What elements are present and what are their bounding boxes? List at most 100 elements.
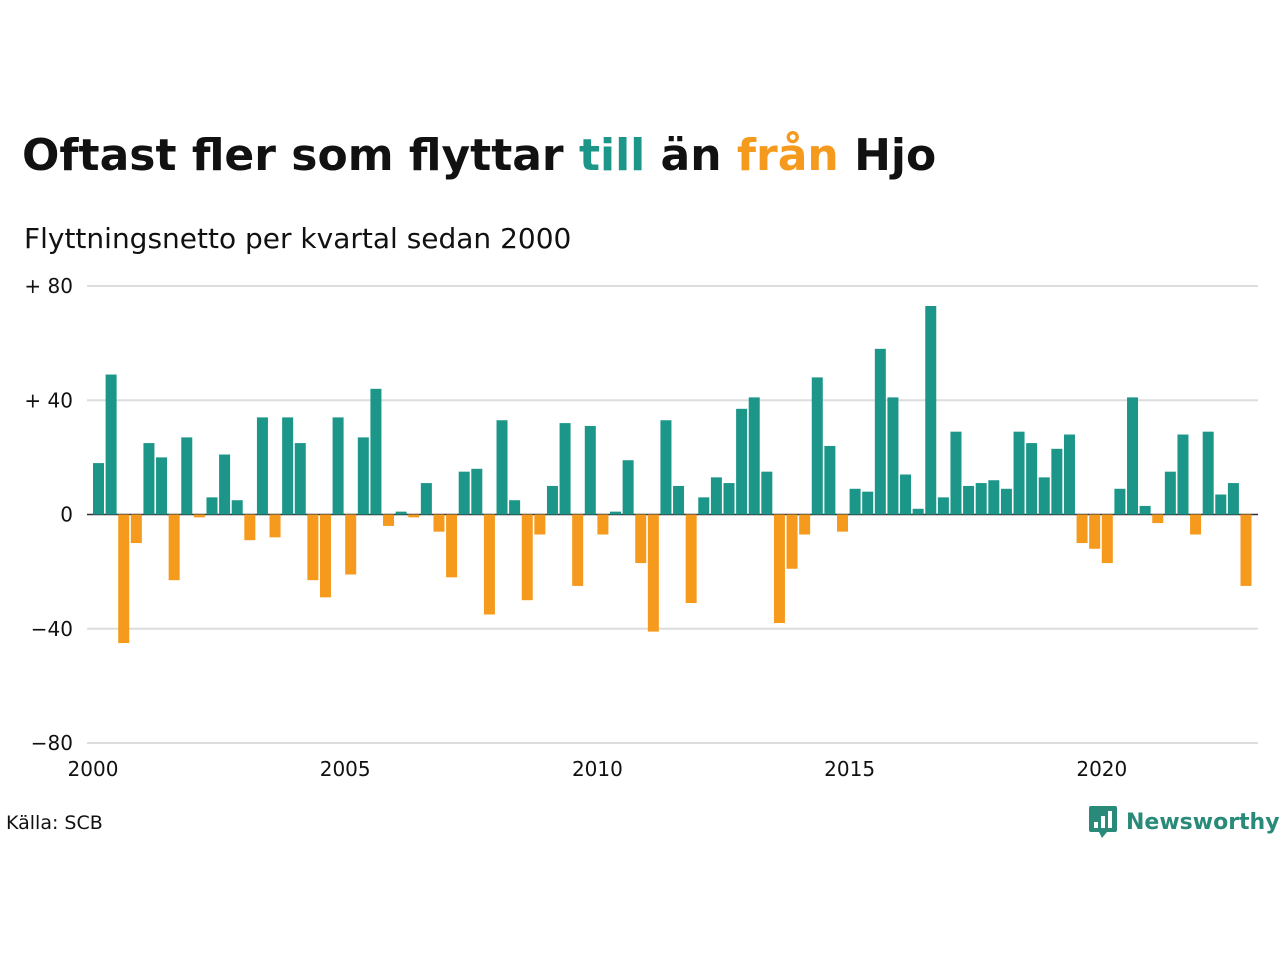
bar xyxy=(105,374,117,515)
bar xyxy=(874,348,886,515)
bar xyxy=(635,514,647,564)
bar xyxy=(786,514,798,569)
y-tick-label: −80 xyxy=(31,731,73,755)
bar xyxy=(1215,494,1227,515)
bar xyxy=(383,514,395,526)
title-part-3: än xyxy=(645,130,737,181)
bar xyxy=(559,423,571,515)
bar xyxy=(748,397,760,515)
bar xyxy=(1063,434,1075,515)
bar xyxy=(1202,431,1214,515)
title-word-till: till xyxy=(578,130,646,181)
bar xyxy=(597,514,609,535)
bar xyxy=(584,425,596,515)
bar xyxy=(534,514,546,535)
bar xyxy=(319,514,331,598)
y-tick-label: 0 xyxy=(60,503,73,527)
brand-name: Newsworthy xyxy=(1126,809,1280,835)
bar xyxy=(647,514,659,632)
bar xyxy=(244,514,256,541)
bar xyxy=(143,443,155,515)
bar xyxy=(156,457,168,515)
bar xyxy=(446,514,458,578)
x-tick-label: 2000 xyxy=(68,757,119,781)
bar xyxy=(799,514,811,535)
bar xyxy=(862,491,874,515)
bar xyxy=(723,483,735,515)
bar xyxy=(332,417,344,515)
bar xyxy=(685,514,697,604)
bar xyxy=(1164,471,1176,515)
bar xyxy=(219,454,231,515)
y-tick-label: + 80 xyxy=(24,274,73,298)
x-tick-label: 2020 xyxy=(1076,757,1127,781)
bar xyxy=(168,514,180,581)
bar xyxy=(206,497,218,515)
bar xyxy=(509,500,521,515)
bar xyxy=(420,483,432,515)
bar xyxy=(836,514,848,532)
bar xyxy=(673,485,685,515)
bar xyxy=(1089,514,1101,549)
bar xyxy=(1240,514,1252,586)
bar xyxy=(660,420,672,515)
y-tick-label: −40 xyxy=(31,617,73,641)
bar xyxy=(988,480,1000,515)
bar xyxy=(912,508,924,515)
bar xyxy=(811,377,823,515)
bar xyxy=(93,463,104,515)
source-label: Källa: SCB xyxy=(6,812,103,834)
bar xyxy=(1000,488,1012,515)
x-tick-label: 2015 xyxy=(824,757,875,781)
bar xyxy=(736,408,748,515)
bar xyxy=(282,417,294,515)
bar xyxy=(1076,514,1088,544)
bar xyxy=(849,488,861,515)
title-part-5: Hjo xyxy=(838,130,937,181)
brand-logo[interactable]: Newsworthy xyxy=(1088,804,1280,840)
bar xyxy=(937,497,949,515)
bar xyxy=(496,420,508,515)
bar xyxy=(357,437,369,515)
bar xyxy=(622,460,634,515)
bar xyxy=(975,483,987,515)
bar xyxy=(181,437,193,515)
title-word-fran: från xyxy=(736,130,839,181)
bar xyxy=(1177,434,1189,515)
bar xyxy=(471,468,483,515)
bar xyxy=(483,514,495,615)
bar xyxy=(1038,477,1050,515)
bar xyxy=(269,514,281,538)
bar xyxy=(294,443,306,515)
bar xyxy=(773,514,785,624)
y-tick-label: + 40 xyxy=(24,388,73,412)
bar xyxy=(963,485,975,515)
x-tick-label: 2010 xyxy=(572,757,623,781)
x-tick-label: 2005 xyxy=(320,757,371,781)
bar xyxy=(925,305,937,515)
bar xyxy=(193,514,205,518)
bar xyxy=(1114,488,1126,515)
bar xyxy=(345,514,357,575)
bar xyxy=(408,514,420,518)
bar xyxy=(433,514,445,532)
chart-subtitle: Flyttningsnetto per kvartal sedan 2000 xyxy=(24,222,572,255)
bar xyxy=(572,514,584,586)
chart-title: Oftast fler som flyttar till än från Hjo xyxy=(22,130,936,181)
bar xyxy=(521,514,533,601)
bar xyxy=(1013,431,1025,515)
bar xyxy=(370,388,382,515)
bar xyxy=(1227,483,1239,515)
bar xyxy=(824,445,836,515)
bar xyxy=(698,497,710,515)
bar xyxy=(1190,514,1202,535)
bar xyxy=(130,514,142,544)
bar xyxy=(900,474,912,515)
bar xyxy=(950,431,962,515)
newsworthy-logo-icon xyxy=(1089,806,1117,838)
bar xyxy=(458,471,470,515)
bar xyxy=(610,511,622,515)
bar xyxy=(231,500,243,515)
